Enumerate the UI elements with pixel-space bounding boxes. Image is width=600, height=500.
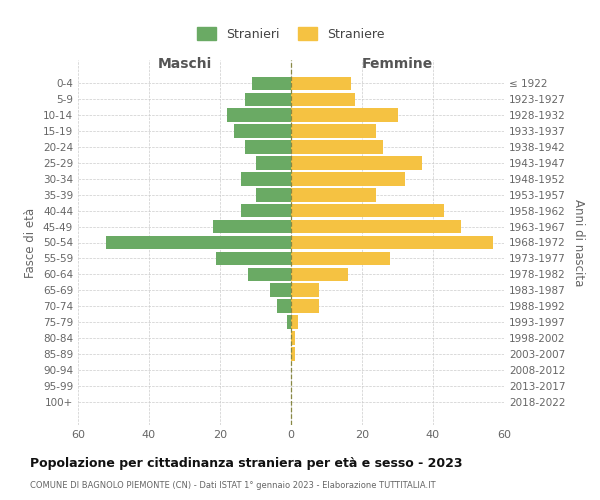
Y-axis label: Anni di nascita: Anni di nascita bbox=[572, 199, 585, 286]
Bar bbox=[241, 172, 291, 186]
Bar bbox=[213, 220, 291, 234]
Y-axis label: Fasce di età: Fasce di età bbox=[25, 208, 37, 278]
Bar bbox=[291, 331, 295, 345]
Bar bbox=[291, 156, 422, 170]
Text: Femmine: Femmine bbox=[362, 56, 433, 70]
Bar bbox=[291, 268, 348, 281]
Bar bbox=[291, 188, 376, 202]
Text: COMUNE DI BAGNOLO PIEMONTE (CN) - Dati ISTAT 1° gennaio 2023 - Elaborazione TUTT: COMUNE DI BAGNOLO PIEMONTE (CN) - Dati I… bbox=[30, 481, 436, 490]
Bar bbox=[234, 124, 291, 138]
Bar bbox=[256, 188, 291, 202]
Bar bbox=[291, 108, 398, 122]
Bar bbox=[291, 204, 443, 218]
Bar bbox=[277, 300, 291, 313]
Bar bbox=[245, 92, 291, 106]
Bar bbox=[241, 204, 291, 218]
Bar bbox=[287, 316, 291, 329]
Bar bbox=[270, 284, 291, 297]
Bar bbox=[291, 124, 376, 138]
Legend: Stranieri, Straniere: Stranieri, Straniere bbox=[193, 22, 389, 46]
Bar bbox=[106, 236, 291, 250]
Bar bbox=[291, 92, 355, 106]
Bar bbox=[217, 252, 291, 265]
Text: Popolazione per cittadinanza straniera per età e sesso - 2023: Popolazione per cittadinanza straniera p… bbox=[30, 458, 463, 470]
Bar bbox=[291, 236, 493, 250]
Bar bbox=[291, 220, 461, 234]
Bar bbox=[227, 108, 291, 122]
Bar bbox=[291, 76, 352, 90]
Bar bbox=[291, 284, 319, 297]
Bar bbox=[245, 140, 291, 154]
Bar bbox=[291, 172, 404, 186]
Bar bbox=[291, 300, 319, 313]
Bar bbox=[256, 156, 291, 170]
Bar bbox=[291, 316, 298, 329]
Bar bbox=[291, 347, 295, 360]
Bar bbox=[291, 252, 391, 265]
Bar bbox=[291, 140, 383, 154]
Bar bbox=[252, 76, 291, 90]
Text: Maschi: Maschi bbox=[157, 56, 212, 70]
Bar bbox=[248, 268, 291, 281]
